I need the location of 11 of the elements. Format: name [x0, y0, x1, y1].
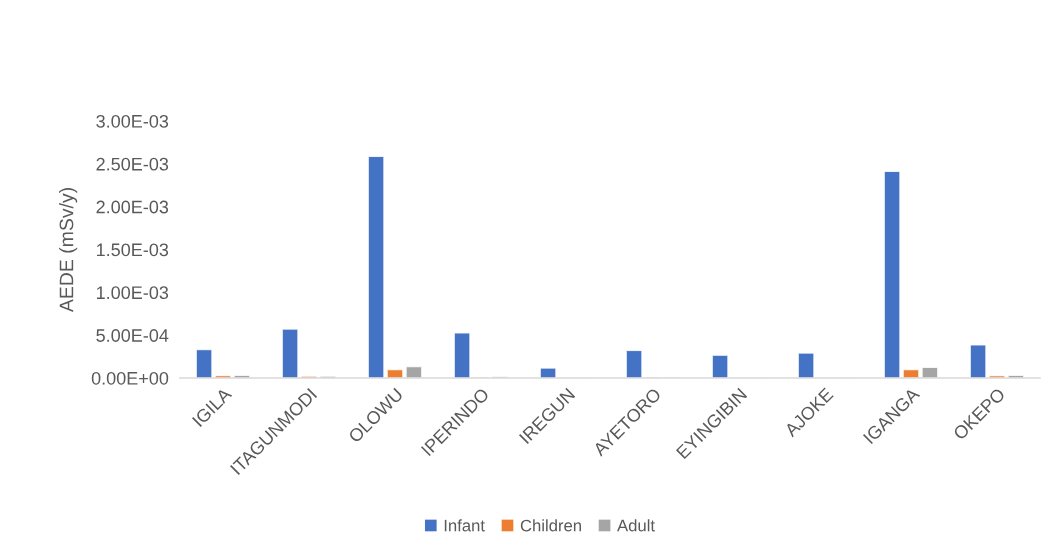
y-axis-title: AEDE (mSv/y)	[59, 188, 78, 313]
y-tick-label: 3.00E-03	[96, 114, 169, 128]
y-tick-label: 1.00E-03	[96, 286, 169, 300]
y-tick-label: 2.00E-03	[96, 200, 169, 214]
y-tick-label: 2.50E-03	[96, 157, 169, 171]
legend-label: Adult	[617, 519, 655, 532]
legend-label: Infant	[444, 519, 485, 532]
legend-label: Children	[520, 519, 581, 532]
y-tick-label: 0.00E+00	[91, 371, 169, 385]
y-tick-label: 1.50E-03	[96, 243, 169, 257]
y-tick-label: 5.00E-04	[96, 329, 169, 342]
